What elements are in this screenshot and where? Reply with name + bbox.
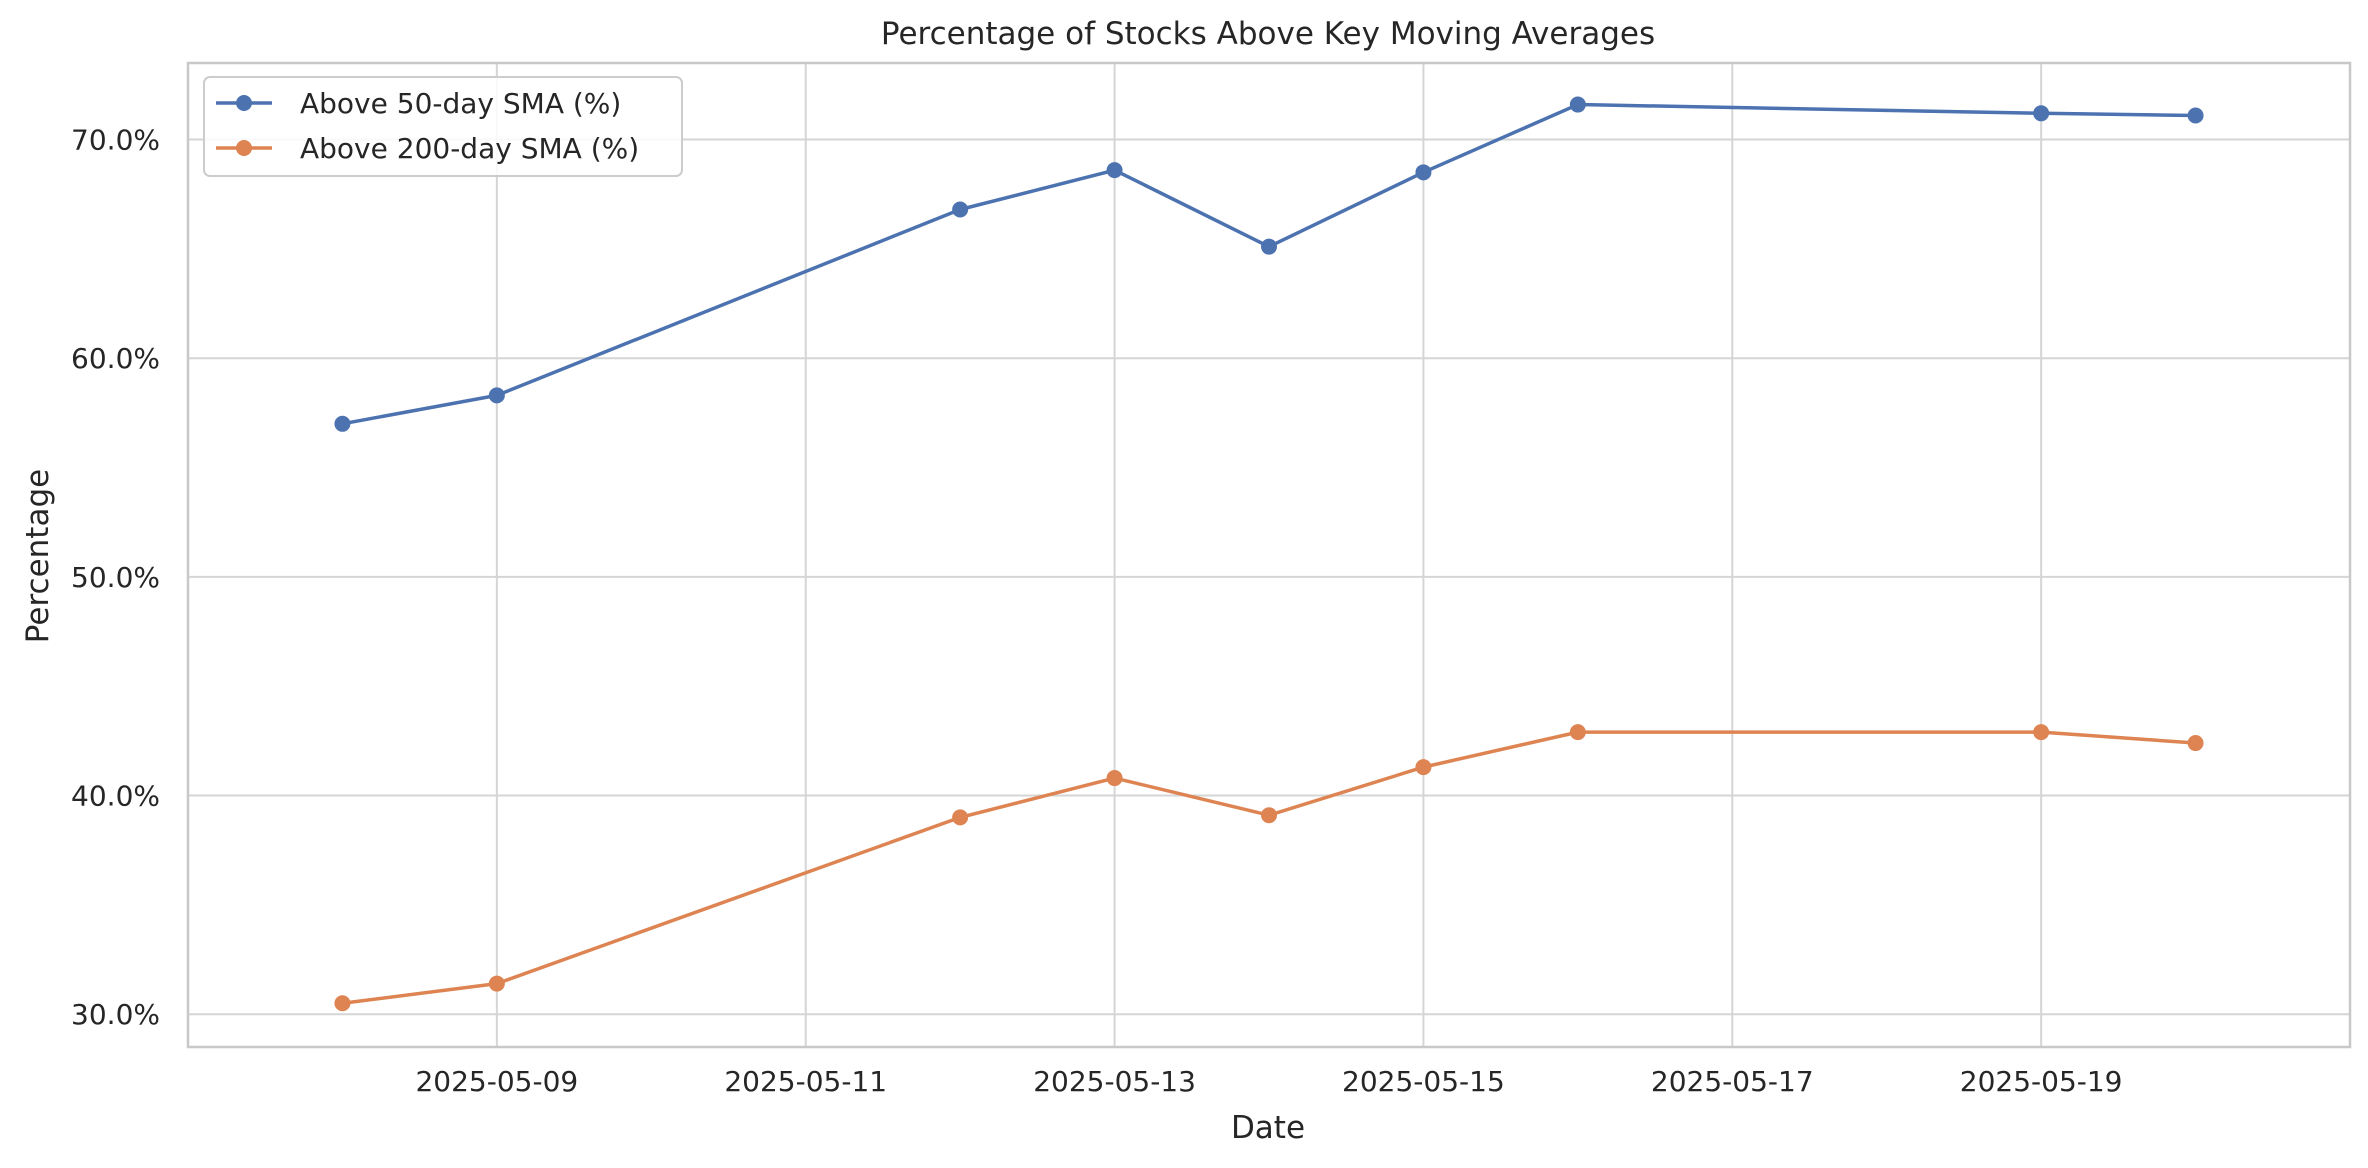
data-point	[1569, 724, 1586, 741]
data-point	[488, 975, 505, 992]
series-2	[334, 724, 2204, 1012]
y-axis-ticks: 30.0% 40.0% 50.0% 60.0% 70.0%	[71, 124, 160, 1032]
x-tick-label: 2025-05-15	[1342, 1065, 1505, 1098]
plot-frame	[186, 61, 2352, 1049]
legend-entry-series-2: Above 200-day SMA (%)	[216, 132, 639, 165]
data-point	[2187, 735, 2204, 752]
data-point	[334, 415, 351, 432]
grid	[188, 63, 2350, 1047]
y-tick-label: 60.0%	[71, 342, 160, 375]
data-point	[2033, 105, 2050, 122]
x-tick-label: 2025-05-09	[415, 1065, 578, 1098]
data-point	[1261, 807, 1277, 824]
legend-entry-series-1: Above 50-day SMA (%)	[216, 87, 621, 120]
legend-marker-series-1	[236, 95, 252, 111]
legend-label-series-2: Above 200-day SMA (%)	[300, 132, 639, 165]
y-tick-label: 50.0%	[71, 561, 160, 594]
legend-box	[203, 76, 683, 177]
series-line-2	[342, 730, 2196, 1006]
chart-title: Percentage of Stocks Above Key Moving Av…	[881, 16, 1655, 52]
series-1	[334, 96, 2204, 432]
data-point	[2187, 107, 2204, 124]
legend-marker-series-2	[236, 140, 252, 156]
data-point	[1415, 759, 1432, 776]
legend: Above 50-day SMA (%) Above 200-day SMA (…	[203, 76, 683, 177]
y-tick-label: 30.0%	[71, 998, 160, 1031]
data-point	[488, 387, 505, 404]
x-tick-label: 2025-05-17	[1651, 1065, 1814, 1098]
x-tick-label: 2025-05-11	[724, 1065, 887, 1098]
series-layer	[334, 96, 2204, 1012]
data-point	[952, 809, 969, 826]
data-point	[952, 201, 969, 218]
x-tick-label: 2025-05-19	[1960, 1065, 2123, 1098]
y-tick-label: 70.0%	[71, 124, 160, 157]
data-point	[1569, 96, 1586, 113]
data-point	[1261, 238, 1277, 255]
data-point	[1106, 770, 1123, 787]
legend-label-series-1: Above 50-day SMA (%)	[300, 87, 621, 120]
x-axis-ticks: 2025-05-09 2025-05-11 2025-05-13 2025-05-15…	[415, 1065, 2122, 1098]
data-point	[1106, 162, 1123, 179]
data-point	[1415, 164, 1432, 181]
x-tick-label: 2025-05-13	[1033, 1065, 1196, 1098]
y-axis-label: Percentage	[20, 469, 56, 643]
data-point	[2033, 724, 2050, 741]
y-tick-label: 40.0%	[71, 780, 160, 813]
x-axis-label: Date	[1231, 1110, 1305, 1146]
data-point	[334, 995, 351, 1012]
